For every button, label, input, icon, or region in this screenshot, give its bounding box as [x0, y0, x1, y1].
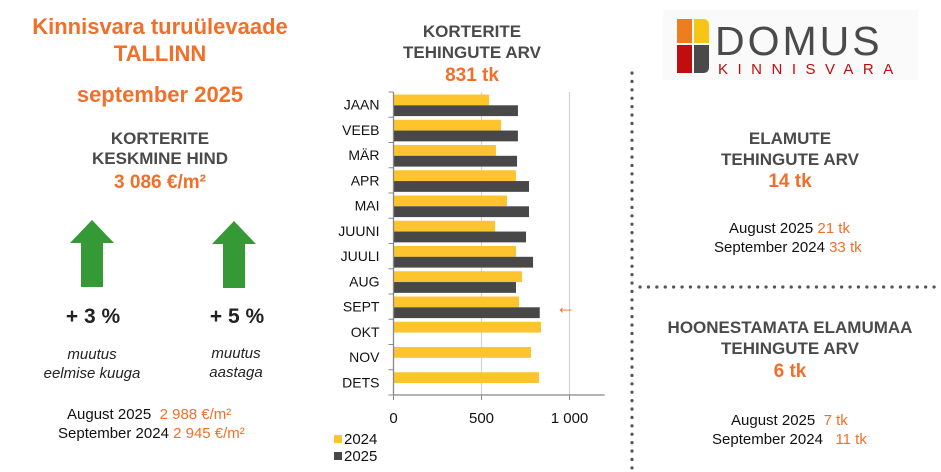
category-label: JUULI	[341, 248, 380, 264]
yearly-change-note-line2: aastaga	[209, 364, 263, 381]
bar-2024-apr	[393, 170, 516, 182]
bar-2024-dets	[393, 372, 540, 384]
category-label: JAAN	[344, 97, 380, 113]
comparison-label: September 2024	[58, 425, 169, 442]
bar-2025-mai	[393, 206, 530, 218]
comparison-label: September 2024	[714, 239, 825, 256]
comparison-value: 2 945 €/m²	[173, 425, 245, 442]
arrow-up-icon	[212, 221, 256, 288]
report-period: september 2025	[76, 82, 244, 107]
price-heading-line1: KORTERITE	[110, 129, 210, 148]
yearly-change-note: muutus aastaga	[166, 344, 306, 382]
bar-2024-aug	[393, 271, 522, 283]
legend-swatch	[334, 435, 342, 443]
comparison-value: 21 tk	[817, 220, 850, 237]
monthly-change-note-line2: eelmise kuuga	[43, 365, 141, 382]
category-label: APR	[351, 172, 380, 188]
price-comparison-row: August 2025 2 988 €/m²	[67, 405, 231, 424]
houses-comparison-row: September 2024 33 tk	[714, 238, 862, 257]
bar-2024-juuni	[393, 220, 496, 232]
comparison-label: August 2025	[729, 220, 814, 237]
logo-block-yellow	[694, 19, 709, 43]
category-label: SEPT	[343, 299, 380, 315]
comparison-value: 11 tk	[835, 431, 867, 448]
report-title: Kinnisvara turuülevaade	[32, 14, 288, 39]
bar-2025-juuli	[393, 256, 534, 268]
category-label: DETS	[342, 374, 379, 390]
chart-title-line2: TEHINGUTE ARV	[403, 43, 542, 62]
land-comparison-row: September 2024 11 tk	[712, 430, 867, 449]
comparison-label: August 2025	[731, 412, 816, 429]
bar-2024-jaan	[393, 94, 490, 106]
domus-logo-mark: DOMUS KINNISVARA	[677, 18, 903, 78]
bar-2025-mär	[393, 155, 518, 167]
land-heading-line1: HOONESTAMATA ELAMUMAA	[667, 318, 913, 337]
bar-2025-aug	[393, 282, 516, 293]
price-comparison-row: September 2024 2 945 €/m²	[58, 424, 245, 443]
bar-2024-nov	[393, 347, 531, 358]
x-tick-label: 0	[389, 410, 397, 427]
bar-2024-mai	[393, 195, 508, 207]
comparison-value: 33 tk	[829, 239, 862, 256]
bar-2025-veeb	[393, 130, 518, 142]
report-city: TALLINN	[113, 41, 207, 66]
price-heading-line2: KESKMINE HIND	[91, 149, 228, 168]
comparison-value: 2 988 €/m²	[159, 406, 232, 423]
legend-label: 2024	[344, 431, 377, 448]
logo-block-gray	[694, 45, 709, 73]
category-label: MÄR	[348, 147, 379, 163]
land-heading-line2: TEHINGUTE ARV	[721, 339, 859, 358]
domus-logo: DOMUS KINNISVARA	[663, 10, 918, 80]
comparison-label: September 2024	[712, 431, 823, 448]
houses-heading-line1: ELAMUTE	[748, 129, 832, 148]
arrow-up-icon	[70, 220, 114, 287]
land-value: 6 tk	[773, 361, 807, 382]
logo-block-orange	[677, 19, 692, 43]
bar-2024-okt	[393, 321, 541, 333]
legend-label: 2025	[344, 448, 377, 465]
yearly-change-note-line1: muutus	[211, 345, 261, 362]
category-label: AUG	[349, 273, 379, 289]
houses-comparison-row: August 2025 21 tk	[729, 219, 850, 238]
chart-labels: 0 500 1 000 JAAN VEEB MÄR APR MAI JUUNI JUULI AUG S…	[338, 97, 588, 427]
bar-2024-mär	[393, 145, 496, 156]
land-comparison-row: August 2025 7 tk	[731, 411, 848, 430]
category-label: OKT	[351, 324, 380, 340]
chart-gridlines	[480, 92, 571, 395]
transactions-chart: KORTERITE TEHINGUTE ARV 831 tk 0 500 1 000…	[334, 22, 605, 465]
x-tick-label: 500	[469, 410, 494, 427]
houses-heading-line2: TEHINGUTE ARV	[721, 150, 859, 169]
category-label: VEEB	[342, 122, 379, 138]
category-label: JUUNI	[338, 223, 379, 239]
highlight-arrow-icon: ←	[556, 297, 576, 319]
chart-bars	[393, 94, 541, 384]
monthly-change-value: + 3 %	[65, 305, 121, 328]
bar-2024-sept	[393, 296, 519, 308]
bar-2024-veeb	[393, 119, 502, 131]
houses-value: 14 tk	[768, 171, 812, 192]
bar-2025-jaan	[393, 105, 518, 117]
category-label: MAI	[355, 198, 380, 214]
monthly-change-note: muutus eelmise kuuga	[22, 345, 162, 383]
logo-block-red	[677, 45, 692, 73]
bar-2025-juuni	[393, 231, 527, 243]
yearly-change-value: + 5 %	[209, 305, 265, 328]
chart-title-value: 831 tk	[445, 65, 499, 86]
category-label: NOV	[349, 349, 380, 365]
comparison-label: August 2025	[67, 406, 152, 423]
logo-name: DOMUS	[715, 18, 883, 64]
chart-axes	[388, 91, 605, 400]
comparison-value: 7 tk	[823, 412, 848, 429]
bar-2024-juuli	[393, 246, 516, 257]
bar-2025-apr	[393, 181, 530, 192]
monthly-change-note-line1: muutus	[67, 346, 117, 363]
x-tick-label: 1 000	[551, 410, 589, 427]
logo-subtitle: KINNISVARA	[718, 61, 903, 78]
bar-2025-sept	[393, 307, 540, 319]
legend-swatch	[334, 452, 342, 460]
price-value: 3 086 €/m²	[114, 172, 206, 193]
section-dividers	[630, 71, 941, 472]
chart-title-line1: KORTERITE	[423, 22, 521, 41]
